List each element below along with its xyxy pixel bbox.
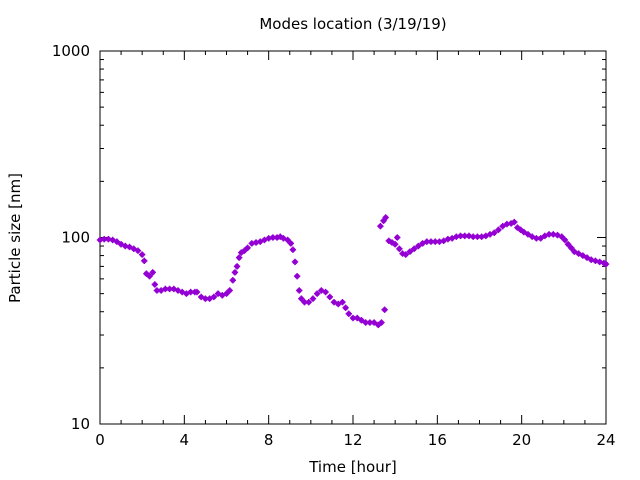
- data-point: [495, 226, 502, 233]
- data-point: [396, 245, 403, 252]
- data-point: [537, 235, 544, 242]
- data-point: [151, 281, 159, 288]
- data-point: [354, 314, 361, 322]
- data-point: [568, 244, 575, 252]
- data-point: [293, 273, 301, 280]
- data-point: [561, 236, 569, 244]
- data-point: [358, 317, 365, 324]
- data-point: [499, 222, 506, 230]
- data-point: [233, 263, 241, 270]
- data-point: [583, 254, 591, 261]
- data-point: [579, 252, 587, 259]
- data-points: [96, 214, 610, 329]
- data-point: [138, 251, 146, 258]
- x-tick-label: 4: [180, 431, 190, 449]
- data-point: [235, 254, 243, 261]
- data-point: [545, 231, 553, 238]
- data-point: [296, 287, 303, 294]
- data-point: [326, 293, 334, 301]
- data-point: [219, 292, 226, 299]
- data-point: [345, 310, 352, 317]
- data-point: [193, 288, 201, 296]
- x-tick-label: 16: [428, 431, 447, 449]
- data-point: [564, 241, 572, 248]
- data-point: [146, 273, 153, 280]
- data-point: [524, 231, 532, 238]
- data-point: [381, 306, 388, 313]
- data-point: [370, 319, 378, 326]
- axis-ticks: [99, 50, 607, 425]
- data-point: [226, 287, 233, 294]
- data-point: [415, 242, 422, 250]
- data-point: [284, 236, 291, 244]
- data-point: [469, 233, 477, 240]
- data-point: [113, 238, 121, 245]
- data-point: [410, 245, 418, 252]
- x-axis-label: Time [hour]: [308, 458, 397, 476]
- data-point: [394, 234, 401, 241]
- y-tick-label: 100: [61, 229, 90, 247]
- data-point: [382, 214, 389, 221]
- data-point: [491, 229, 498, 236]
- data-point: [406, 248, 414, 255]
- data-point: [149, 269, 156, 276]
- data-point: [210, 293, 218, 301]
- data-point: [134, 247, 142, 254]
- data-point: [109, 236, 116, 244]
- data-point: [291, 258, 299, 266]
- x-tick-label: 0: [95, 431, 105, 449]
- x-tick-label: 8: [264, 431, 274, 449]
- x-tick-labels: 0 4 8 12 16 20 24: [95, 431, 615, 449]
- data-point: [244, 244, 251, 252]
- data-point: [313, 290, 321, 297]
- data-point: [457, 232, 464, 240]
- data-point: [378, 319, 385, 326]
- x-tick-label: 20: [512, 431, 531, 449]
- data-point: [298, 295, 305, 302]
- data-point: [305, 298, 312, 306]
- data-point: [402, 251, 409, 258]
- data-point: [223, 290, 230, 297]
- y-axis-label: Particle size [nm]: [6, 173, 24, 303]
- data-point: [289, 246, 297, 253]
- data-point: [342, 304, 349, 311]
- data-point: [231, 269, 239, 276]
- data-point: [179, 288, 186, 296]
- data-point: [520, 228, 527, 236]
- data-point: [287, 240, 295, 247]
- y-tick-labels: 10 100 1000: [52, 42, 90, 433]
- data-point: [391, 241, 399, 248]
- data-point: [602, 260, 610, 268]
- data-point: [202, 295, 209, 302]
- data-point: [339, 298, 346, 306]
- data-point: [126, 243, 133, 251]
- x-tick-label: 12: [343, 431, 362, 449]
- data-point: [349, 314, 357, 322]
- y-tick-label: 10: [71, 415, 90, 433]
- data-point: [511, 218, 518, 226]
- data-point: [322, 288, 329, 296]
- y-tick-label: 1000: [52, 42, 90, 60]
- chart-title: Modes location (3/19/19): [259, 15, 446, 33]
- data-point: [575, 250, 582, 257]
- data-point: [377, 222, 384, 230]
- data-point: [141, 257, 148, 265]
- data-point: [229, 277, 237, 284]
- data-point: [558, 233, 565, 240]
- x-tick-label: 24: [596, 431, 615, 449]
- data-point: [529, 233, 536, 240]
- data-point: [309, 295, 317, 302]
